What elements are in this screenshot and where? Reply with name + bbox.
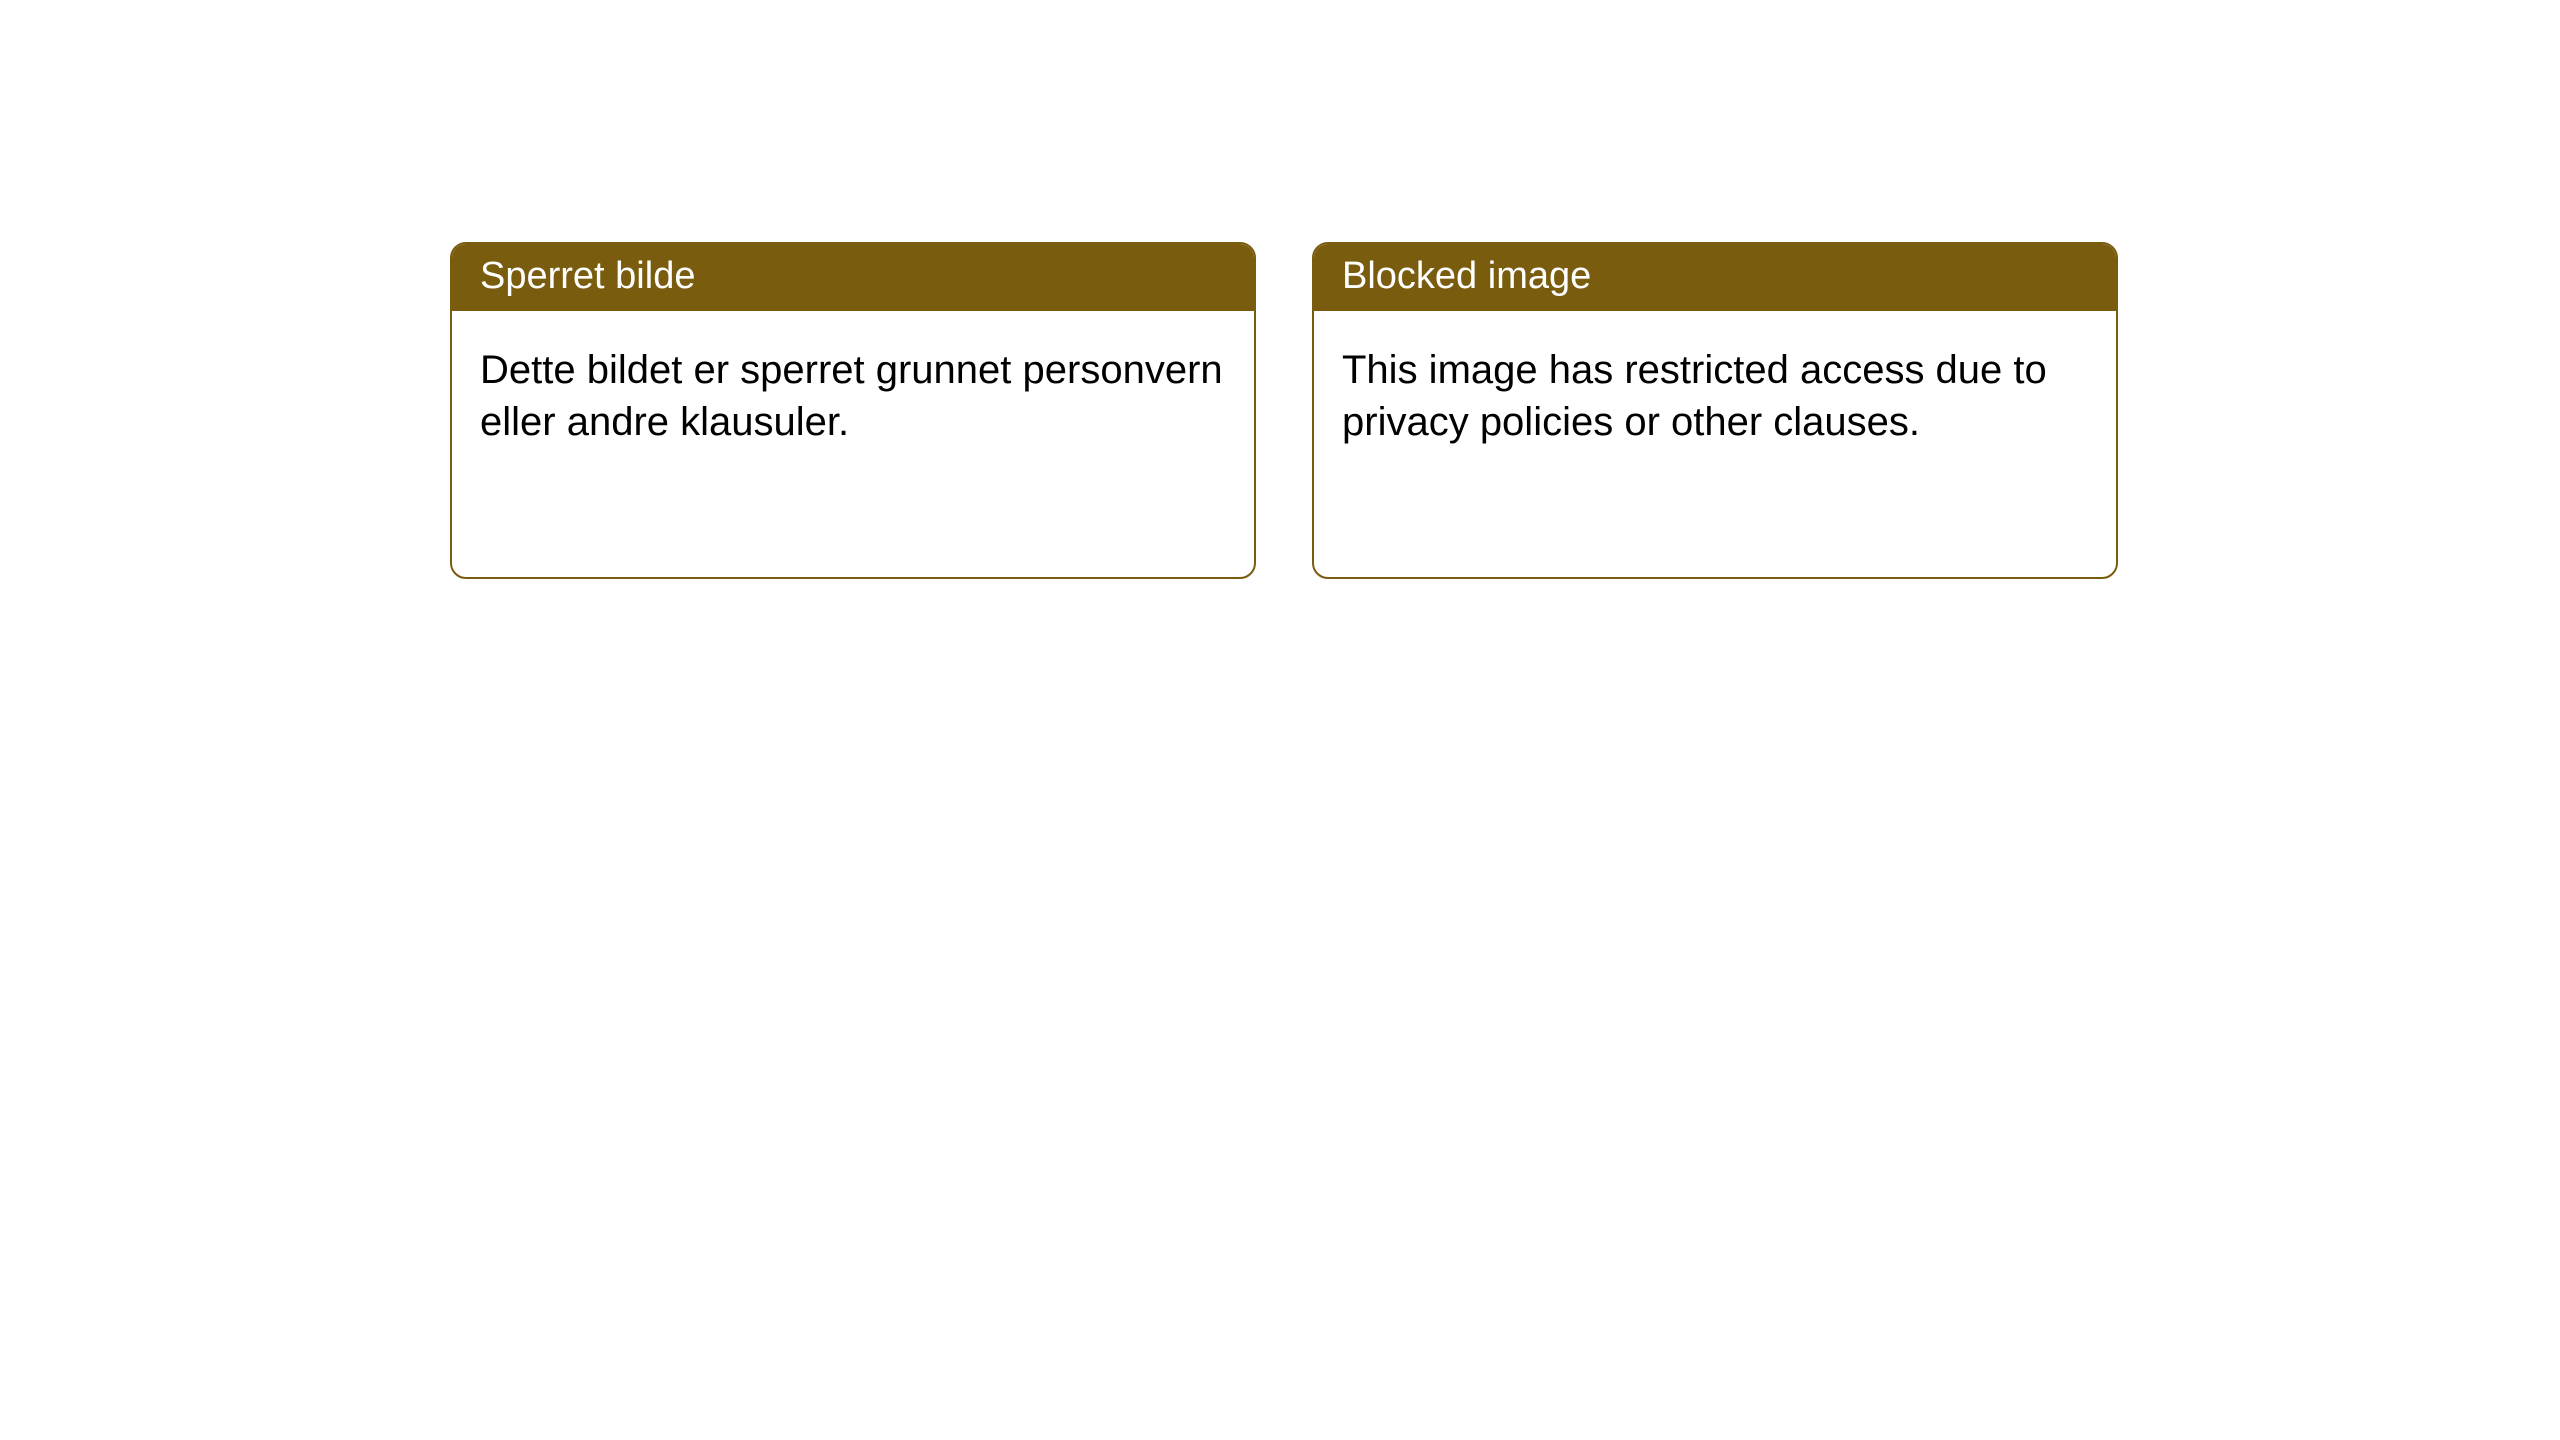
- notice-card-norwegian: Sperret bilde Dette bildet er sperret gr…: [450, 242, 1256, 579]
- card-body: Dette bildet er sperret grunnet personve…: [452, 311, 1254, 475]
- card-header-text: Blocked image: [1342, 255, 1591, 297]
- card-body: This image has restricted access due to …: [1314, 311, 2116, 475]
- card-body-text: This image has restricted access due to …: [1342, 348, 2047, 443]
- notice-container: Sperret bilde Dette bildet er sperret gr…: [0, 0, 2560, 579]
- notice-card-english: Blocked image This image has restricted …: [1312, 242, 2118, 579]
- card-body-text: Dette bildet er sperret grunnet personve…: [480, 348, 1223, 443]
- card-header: Blocked image: [1314, 244, 2116, 311]
- card-header: Sperret bilde: [452, 244, 1254, 311]
- card-header-text: Sperret bilde: [480, 255, 695, 297]
